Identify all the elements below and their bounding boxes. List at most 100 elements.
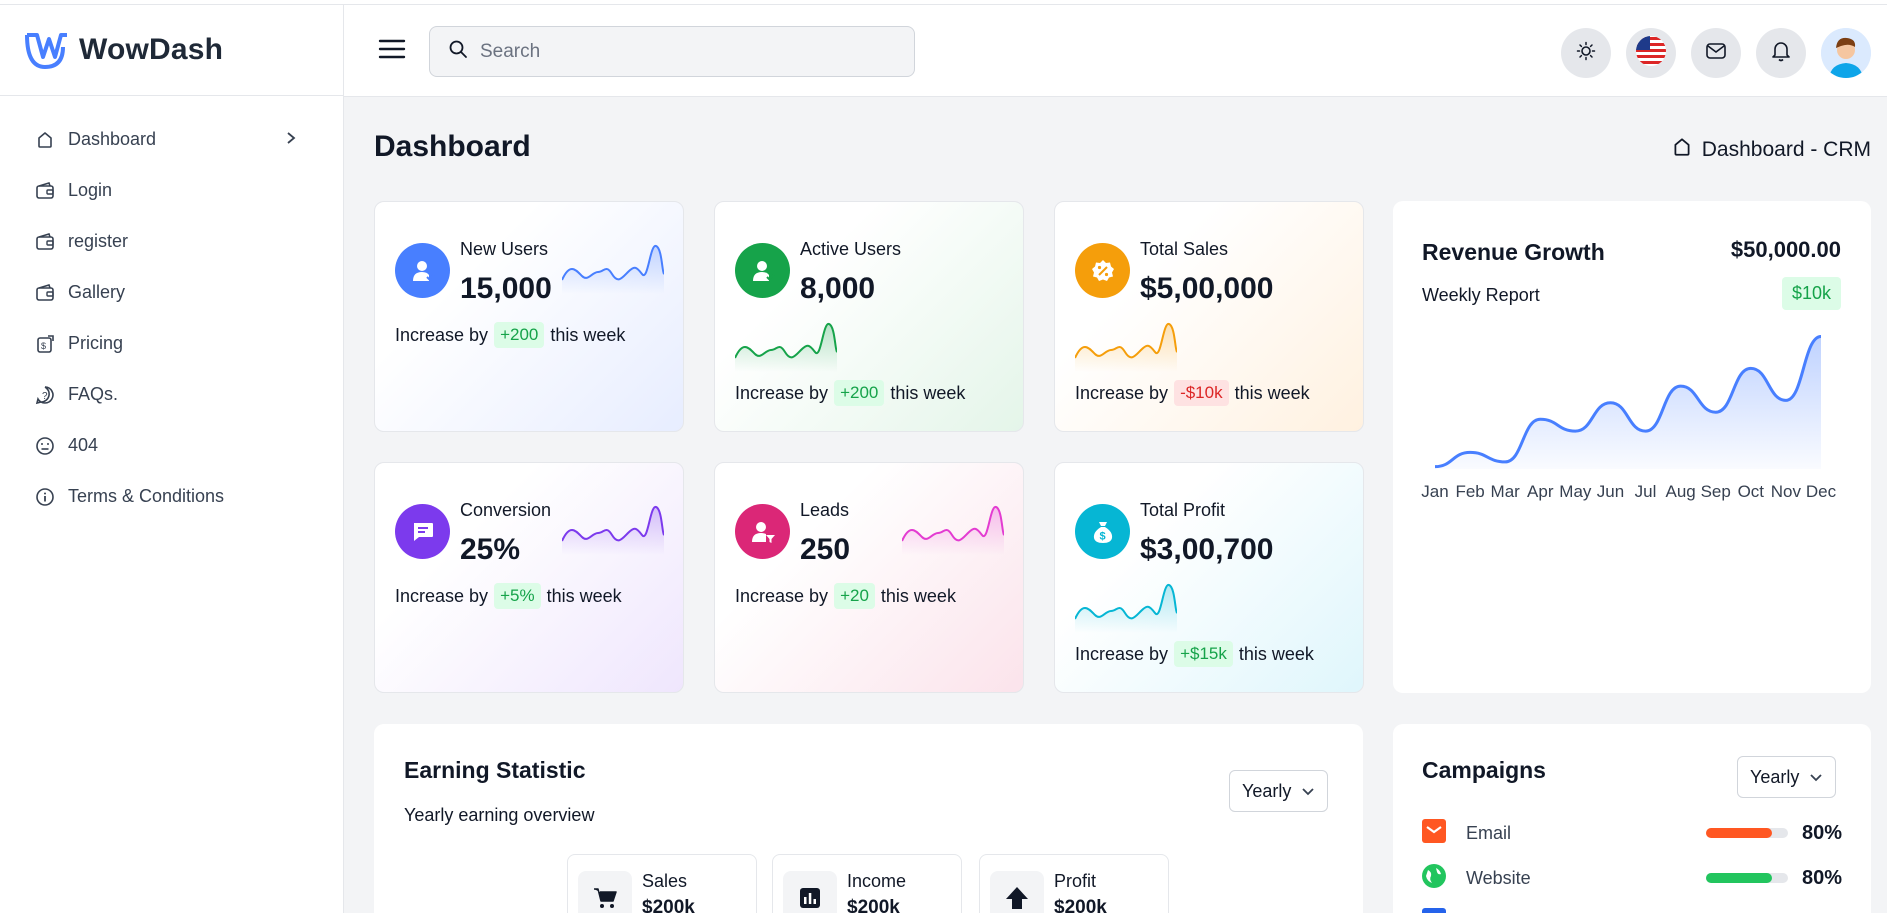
logo[interactable]: WowDash (0, 5, 343, 96)
earning-subtitle: Yearly earning overview (404, 805, 595, 825)
sidebar-item-faqs[interactable]: ? FAQs. (0, 369, 343, 420)
x-tick-label: Aug (1666, 482, 1696, 501)
sidebar-item-label: Dashboard (68, 129, 157, 149)
sidebar: WowDash Dashboard Login register Gallery… (0, 5, 344, 913)
stat-card-total-profit: $ Total Profit $3,00,700 Increase by +$15… (1054, 462, 1364, 693)
campaigns-title: Campaigns (1422, 757, 1546, 783)
window-top-border (0, 0, 1887, 5)
change-badge: +5% (494, 583, 541, 609)
svg-text:$: $ (41, 341, 46, 351)
stat-card-active-users: Active Users 8,000 Increase by +200 this w… (714, 201, 1024, 432)
arrow-up-icon (990, 871, 1044, 913)
x-tick-label: Sep (1701, 482, 1731, 501)
x-axis-labels: Jan Feb Mar Apr May Jun Jul Aug Sep Oct Nov Dec (1421, 482, 1836, 501)
search-box (429, 26, 915, 77)
globe-icon (1422, 863, 1446, 893)
change-badge: +200 (494, 322, 545, 348)
stat-footer: Increase by +5% this week (395, 583, 622, 609)
x-tick-label: Apr (1527, 482, 1554, 501)
stat-foot-prefix: Increase by (735, 382, 829, 403)
sidebar-item-dashboard[interactable]: Dashboard (0, 114, 343, 165)
earning-item-sales: Sales $200k (567, 854, 757, 913)
mail-icon (1422, 818, 1446, 848)
chevron-down-icon (1809, 767, 1823, 788)
user-check-icon (735, 243, 790, 298)
user-avatar-icon (1821, 28, 1871, 78)
revenue-area (1435, 336, 1821, 469)
sad-face-icon (34, 435, 56, 457)
stat-card-leads: Leads 250 Increase by +20 this week (714, 462, 1024, 693)
discount-badge-icon (1075, 243, 1130, 298)
earning-title: Earning Statistic (404, 757, 586, 783)
x-tick-label: Jun (1597, 482, 1624, 501)
earning-period-select[interactable]: Yearly (1229, 770, 1329, 812)
user-filter-icon (735, 504, 790, 559)
sidebar-item-label: 404 (68, 435, 99, 455)
sidebar-item-gallery[interactable]: Gallery (0, 267, 343, 318)
breadcrumb: Dashboard - CRM (1671, 136, 1871, 164)
notifications-button[interactable] (1756, 28, 1806, 78)
earning-statistic-card: Earning Statistic Yearly earning overvie… (374, 724, 1363, 913)
sidebar-item-label: Terms & Conditions (68, 486, 225, 506)
revenue-growth-card: Revenue Growth $50,000.00 Weekly Report … (1393, 201, 1871, 693)
revenue-subtitle: Weekly Report (1422, 285, 1540, 305)
x-tick-label: Mar (1491, 482, 1521, 501)
select-value: Yearly (1242, 780, 1292, 801)
earning-item-value: $200k (1054, 897, 1107, 913)
user-check-icon (395, 243, 450, 298)
stat-card-new-users: New Users 15,000 Increase by +200 this wee… (374, 201, 684, 432)
stat-label: Total Sales (1140, 239, 1229, 259)
sidebar-item-404[interactable]: 404 (0, 420, 343, 471)
campaign-progress-fill (1706, 873, 1772, 883)
campaign-label: Website (1466, 867, 1531, 888)
messages-button[interactable] (1691, 28, 1741, 78)
campaign-progress (1706, 873, 1788, 883)
stat-foot-prefix: Increase by (735, 585, 829, 606)
sidebar-item-register[interactable]: register (0, 216, 343, 267)
sidebar-item-label: Pricing (68, 333, 124, 353)
stat-foot-prefix: Increase by (1075, 643, 1169, 664)
earning-item-label: Profit (1054, 871, 1097, 891)
chevron-right-icon (285, 129, 297, 150)
campaign-progress-fill (1706, 828, 1772, 838)
revenue-chart: Jan Feb Mar Apr May Jun Jul Aug Sep Oct Nov Dec (1421, 334, 1837, 501)
x-tick-label: Nov (1771, 482, 1802, 501)
stat-value: 15,000 (460, 272, 552, 305)
revenue-line (1434, 334, 1822, 469)
stat-label: Total Profit (1140, 500, 1226, 520)
sidebar-item-pricing[interactable]: $ Pricing (0, 318, 343, 369)
stat-value: $5,00,000 (1140, 272, 1274, 305)
stat-footer: Increase by +20 this week (735, 583, 956, 609)
earning-item-value: $200k (642, 897, 695, 913)
stat-foot-suffix: this week (890, 382, 966, 403)
stat-sparkline (1075, 583, 1177, 633)
stat-label: Conversion (460, 500, 552, 520)
campaign-row-website: Website 80% (1422, 863, 1842, 893)
select-value: Yearly (1750, 766, 1800, 787)
wowdash-logo-icon (25, 33, 67, 70)
sidebar-nav: Dashboard Login register Gallery $ Prici… (0, 96, 343, 522)
x-tick-label: Dec (1806, 482, 1837, 501)
avatar[interactable] (1821, 28, 1871, 78)
search-input[interactable] (480, 40, 900, 63)
info-icon (34, 486, 56, 508)
menu-toggle-icon[interactable] (378, 37, 406, 61)
sidebar-item-terms[interactable]: Terms & Conditions (0, 471, 343, 522)
stat-foot-prefix: Increase by (1075, 382, 1169, 403)
svg-text:$: $ (1099, 530, 1105, 542)
stat-foot-suffix: this week (1238, 643, 1314, 664)
theme-toggle-button[interactable] (1561, 28, 1611, 78)
stat-foot-suffix: this week (880, 585, 956, 606)
earning-item-value: $200k (847, 897, 900, 913)
chevron-down-icon (1301, 781, 1315, 802)
language-button[interactable] (1626, 28, 1676, 78)
campaign-percent: 80% (1801, 821, 1842, 844)
sidebar-item-login[interactable]: Login (0, 165, 343, 216)
campaigns-period-select[interactable]: Yearly (1737, 756, 1837, 798)
svg-text:?: ? (42, 391, 48, 402)
wallet-icon (34, 180, 56, 202)
x-tick-label: Feb (1455, 482, 1484, 501)
x-tick-label: Jul (1635, 482, 1657, 501)
page-title: Dashboard (374, 130, 531, 163)
question-icon: ? (34, 384, 56, 406)
